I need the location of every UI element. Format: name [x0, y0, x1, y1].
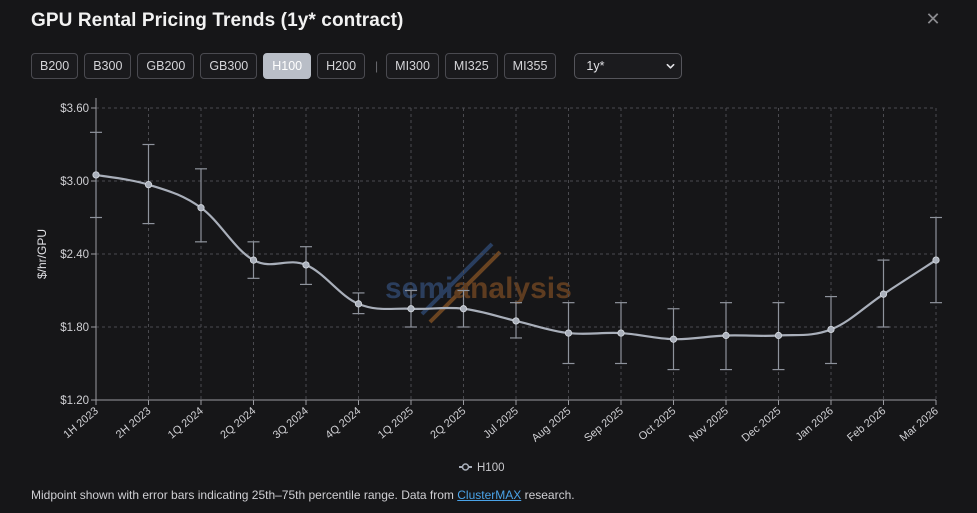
- gpu-button-mi355[interactable]: MI355: [503, 53, 557, 79]
- contract-select[interactable]: 1y*: [574, 53, 683, 79]
- watermark-part2: analysis: [453, 272, 571, 305]
- clustermax-link[interactable]: ClusterMAX: [457, 488, 522, 502]
- toolbar-separator: |: [375, 59, 379, 73]
- x-tick-label: Oct 2025: [637, 405, 679, 443]
- x-tick-label: 2Q 2024: [218, 405, 258, 441]
- x-tick-label: Dec 2025: [740, 405, 784, 444]
- gpu-button-gb200[interactable]: GB200: [137, 53, 195, 79]
- gpu-button-mi325[interactable]: MI325: [444, 53, 498, 79]
- y-axis-label: $/hr/GPU: [35, 229, 49, 279]
- gpu-toolbar: B200 B300 GB200 GB300 H100 H200 | MI300 …: [31, 53, 683, 79]
- x-tick-label: Nov 2025: [687, 405, 731, 444]
- x-tick-label: Jan 2026: [794, 405, 836, 443]
- x-tick-label: 2Q 2025: [428, 405, 468, 441]
- footnote: Midpoint shown with error bars indicatin…: [31, 488, 575, 502]
- x-tick-label: 2H 2023: [114, 405, 154, 441]
- data-point: [932, 256, 940, 264]
- page-title: GPU Rental Pricing Trends (1y* contract): [31, 10, 404, 31]
- y-tick-label: $3.00: [60, 176, 89, 188]
- close-icon[interactable]: ✕: [925, 9, 941, 29]
- x-tick-label: Feb 2026: [845, 405, 888, 444]
- contract-select-value: 1y*: [586, 59, 605, 73]
- x-tick-label: Jul 2025: [481, 405, 521, 441]
- data-point: [249, 256, 258, 264]
- watermark-stroke-orange: [428, 250, 502, 324]
- y-tick-label: $2.40: [60, 249, 89, 261]
- gpu-button-b200[interactable]: B200: [31, 53, 79, 79]
- gpu-button-h100[interactable]: H100: [263, 53, 312, 79]
- gpu-button-b300[interactable]: B300: [84, 53, 132, 79]
- y-tick-label: $1.20: [60, 395, 89, 407]
- x-tick-label: 1H 2023: [61, 405, 101, 441]
- y-tick-label: $3.60: [60, 103, 89, 115]
- data-point: [512, 317, 520, 325]
- chevron-down-icon: [666, 63, 675, 69]
- x-tick-label: 1Q 2025: [376, 405, 416, 441]
- legend-label: H100: [477, 462, 505, 474]
- x-tick-label: 4Q 2024: [323, 405, 363, 441]
- legend: H100: [459, 462, 505, 474]
- data-point: [617, 329, 625, 337]
- data-point: [354, 300, 363, 308]
- data-point: [564, 329, 573, 337]
- data-point: [827, 325, 835, 334]
- footnote-text: Midpoint shown with error bars indicatin…: [31, 488, 458, 502]
- watermark-part1: semi: [385, 272, 453, 305]
- x-tick-label: Aug 2025: [530, 405, 574, 444]
- data-point: [774, 331, 783, 340]
- y-tick-label: $1.80: [60, 322, 89, 334]
- data-point: [92, 171, 100, 179]
- x-tick-label: 1Q 2024: [166, 405, 206, 441]
- x-tick-label: Mar 2026: [898, 405, 941, 444]
- watermark-logo: semianalysis: [385, 242, 572, 324]
- data-point: [302, 261, 310, 269]
- data-point: [144, 181, 153, 189]
- data-point: [407, 305, 415, 313]
- data-point: [197, 204, 205, 212]
- data-point: [879, 290, 888, 298]
- gpu-button-mi300[interactable]: MI300: [386, 53, 439, 79]
- data-point: [669, 335, 678, 343]
- gpu-button-h200[interactable]: H200: [317, 53, 366, 79]
- x-tick-label: 3Q 2024: [271, 405, 311, 441]
- data-point: [459, 305, 468, 313]
- footnote-suffix: research.: [521, 488, 575, 502]
- watermark-text: semianalysis: [385, 272, 572, 305]
- gpu-button-gb300[interactable]: GB300: [200, 53, 258, 79]
- legend-marker: [461, 463, 470, 471]
- x-tick-label: Sep 2025: [582, 405, 626, 444]
- watermark-stroke-blue: [420, 242, 494, 316]
- data-point: [722, 331, 730, 340]
